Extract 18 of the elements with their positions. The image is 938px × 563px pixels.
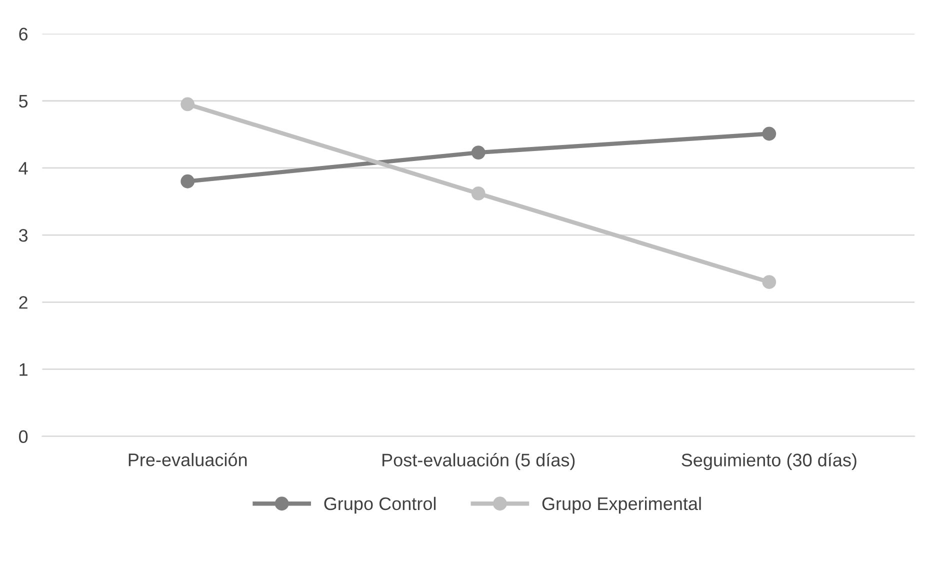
y-tick-label: 3: [18, 228, 28, 242]
point: [471, 186, 486, 200]
point: [471, 146, 486, 160]
y-tick-label: 6: [19, 28, 28, 40]
y-tick-label: 1: [20, 363, 28, 376]
x-tick-label: Pre-evaluación: [128, 452, 247, 466]
legend-label: Grupo Experimental: [542, 496, 701, 514]
y-tick-label: 4: [18, 162, 28, 175]
point: [180, 97, 195, 112]
x-tick-label: Post-evaluación (5 días): [382, 452, 575, 470]
legend-label: Grupo Control: [324, 496, 436, 514]
y-tick-label: 0: [18, 430, 28, 444]
y-tick-label: 2: [19, 296, 28, 309]
point: [762, 275, 776, 289]
x-tick-label: Seguimiento (30 días): [682, 452, 856, 470]
point: [762, 126, 776, 141]
point: [180, 174, 195, 188]
y-tick-label: 5: [19, 94, 28, 108]
